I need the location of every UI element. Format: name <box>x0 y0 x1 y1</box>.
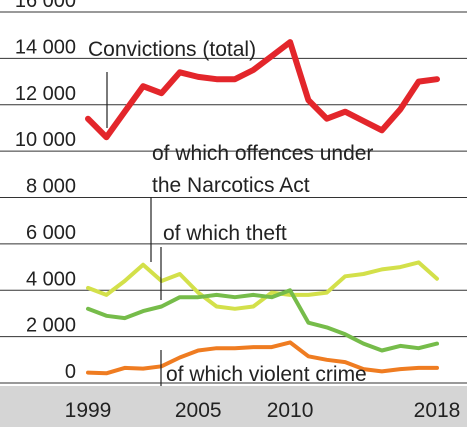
x-axis-band <box>0 386 467 427</box>
y-tick-label: 16 000 <box>15 0 76 12</box>
annotation-line: the Narcotics Act <box>152 174 310 197</box>
y-tick-label: 14 000 <box>15 36 76 58</box>
series-line <box>85 39 440 141</box>
annotations: Convictions (total) of which offences und… <box>88 38 373 386</box>
series-annotation: of which offences under the Narcotics Act <box>152 142 373 197</box>
series-lines <box>85 39 440 376</box>
y-axis-tick-labels: 16 000 14 000 12 000 10 000 8 000 6 000 4 000 2… <box>15 0 76 383</box>
series-line <box>86 260 439 311</box>
x-tick-label: 2005 <box>175 399 222 422</box>
series-annotation: of which violent crime <box>166 363 367 386</box>
y-tick-label: 6 000 <box>26 222 76 244</box>
y-tick-label: 12 000 <box>15 83 76 105</box>
series-line <box>86 288 439 353</box>
annotation-leader-lines <box>106 72 162 386</box>
y-tick-label: 10 000 <box>15 129 76 151</box>
x-tick-label: 1999 <box>65 399 112 422</box>
y-tick-label: 0 <box>65 361 76 383</box>
series-annotation: Convictions (total) <box>88 38 256 61</box>
series-annotation: of which theft <box>163 222 287 245</box>
gridlines <box>0 11 467 384</box>
y-tick-label: 4 000 <box>26 268 76 290</box>
series-line <box>86 340 439 376</box>
x-tick-label: 2010 <box>267 399 314 422</box>
annotation-line: of which offences under <box>152 142 373 165</box>
y-tick-label: 2 000 <box>26 315 76 337</box>
x-axis-tick-labels: 1999 2005 2010 2018 <box>65 399 461 422</box>
y-tick-label: 8 000 <box>26 176 76 198</box>
x-tick-label: 2018 <box>414 399 461 422</box>
